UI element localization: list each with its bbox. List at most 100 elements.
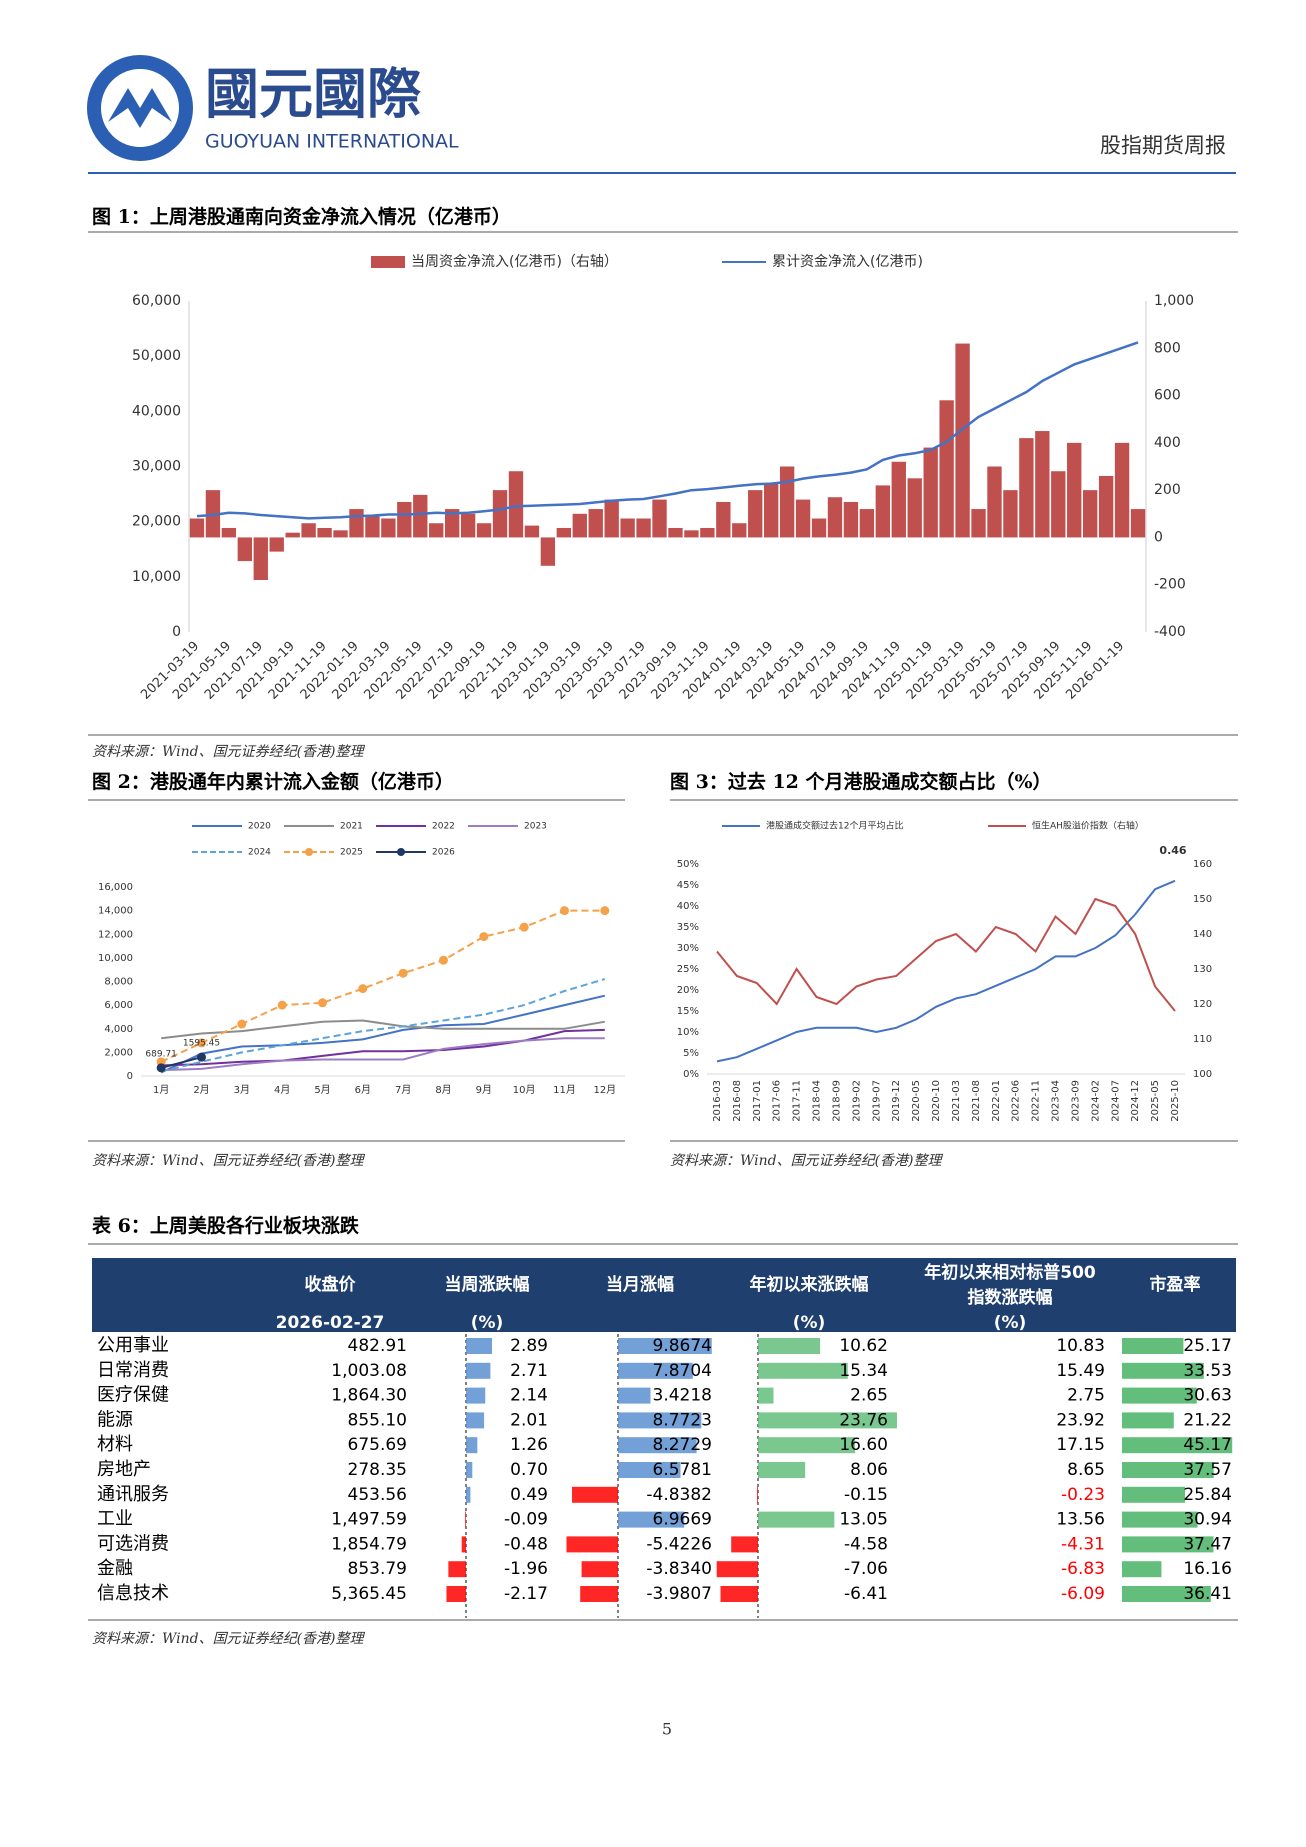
- data-bar: [618, 1462, 681, 1478]
- y2-tick-label: 160: [1193, 859, 1212, 870]
- y2-tick-label: 130: [1193, 964, 1212, 975]
- y-tick-label: 60,000: [132, 293, 181, 309]
- x-tick-label: 8月: [435, 1084, 451, 1096]
- legend-marker: [305, 848, 313, 856]
- table-cell: -0.23: [1061, 1485, 1105, 1505]
- legend-label: 当周资金净流入(亿港币)（右轴）: [411, 254, 618, 270]
- table-header: (%): [994, 1313, 1027, 1333]
- bar: [827, 497, 843, 538]
- x-tick-label: 11月: [553, 1084, 576, 1096]
- y2-tick-label: 0: [1154, 529, 1163, 545]
- marker: [600, 906, 610, 916]
- bar: [684, 530, 699, 538]
- bar: [779, 466, 795, 538]
- marker: [277, 1000, 287, 1010]
- table-cell: -1.96: [504, 1559, 548, 1579]
- data-bar: [731, 1536, 758, 1553]
- legend-label: 港股通成交额过去12个月平均占比: [766, 820, 903, 832]
- y2-tick-label: 800: [1154, 340, 1181, 356]
- table-cell: 45.17: [1183, 1435, 1232, 1455]
- table-cell: 23.92: [1056, 1410, 1105, 1430]
- x-tick-label: 2017-06: [772, 1080, 783, 1122]
- bar: [1051, 471, 1066, 538]
- data-bar: [466, 1412, 485, 1429]
- bar: [301, 523, 316, 538]
- x-tick-label: 2020-05: [911, 1080, 922, 1122]
- table-cell: 9.8674: [653, 1336, 712, 1356]
- table-cell: 37.47: [1183, 1534, 1232, 1554]
- table-cell: -2.17: [504, 1584, 548, 1604]
- x-tick-label: 1月: [153, 1084, 169, 1096]
- chart-title: 图 2：港股通年内累计流入金额（亿港币）: [92, 770, 454, 793]
- table-cell: 21.22: [1183, 1410, 1232, 1430]
- report-name: 股指期货周报: [1100, 134, 1226, 158]
- data-bar: [466, 1462, 473, 1478]
- line: [161, 1019, 605, 1040]
- data-bar: [618, 1362, 693, 1379]
- table-cell: 0.49: [510, 1485, 548, 1505]
- x-tick-label: 12月: [593, 1084, 616, 1096]
- sector-name: 通讯服务: [97, 1484, 169, 1505]
- data-bar: [1122, 1437, 1233, 1454]
- table-cell: 33.53: [1183, 1361, 1232, 1381]
- annotation: 0.46: [1159, 844, 1186, 857]
- data-bar: [580, 1586, 618, 1602]
- data-bar: [1122, 1412, 1174, 1429]
- x-tick-label: 2022-01: [991, 1080, 1002, 1122]
- page-number: 5: [662, 1720, 672, 1739]
- bar: [253, 537, 268, 580]
- bar: [859, 509, 875, 538]
- y-tick-label: 8,000: [104, 977, 133, 988]
- table-header: (%): [471, 1313, 504, 1333]
- table-header-band: [92, 1258, 1236, 1332]
- data-bar: [581, 1561, 618, 1578]
- data-bar: [461, 1536, 466, 1553]
- bar: [1114, 442, 1130, 538]
- y-tick-label: 12,000: [98, 929, 133, 940]
- y2-tick-label: 1,000: [1154, 293, 1194, 309]
- y-tick-label: 40%: [677, 901, 699, 912]
- bar: [971, 509, 986, 538]
- table-cell: -6.09: [1061, 1584, 1105, 1604]
- x-tick-label: 2017-11: [792, 1080, 803, 1122]
- x-tick-label: 2018-09: [831, 1080, 842, 1122]
- y2-tick-label: 110: [1193, 1034, 1212, 1045]
- data-bar: [1122, 1387, 1197, 1404]
- table-cell: -0.09: [504, 1510, 548, 1530]
- bar: [668, 527, 683, 538]
- table-cell: -6.83: [1061, 1559, 1105, 1579]
- data-bar: [758, 1462, 806, 1478]
- y-tick-label: 0: [127, 1071, 133, 1082]
- table-cell: 15.49: [1056, 1361, 1105, 1381]
- legend-label: 2022: [432, 822, 455, 832]
- data-bar: [465, 1511, 466, 1528]
- table-cell: -7.06: [844, 1559, 888, 1579]
- legend-label: 2025: [340, 848, 363, 858]
- table-cell: 2.01: [510, 1410, 548, 1430]
- y2-tick-label: 140: [1193, 929, 1212, 940]
- data-bar: [1122, 1362, 1204, 1379]
- data-bar: [566, 1536, 618, 1553]
- table-cell: -4.8382: [646, 1485, 712, 1505]
- y-tick-label: 0%: [683, 1069, 699, 1080]
- data-bar: [618, 1338, 712, 1354]
- marker: [439, 955, 448, 965]
- sector-name: 能源: [97, 1409, 133, 1430]
- legend-label: 2026: [432, 848, 455, 858]
- y2-tick-label: -200: [1154, 577, 1186, 593]
- y-tick-label: 6,000: [104, 1000, 133, 1011]
- line: [160, 1056, 202, 1069]
- table-cell: -4.58: [844, 1534, 888, 1554]
- y-tick-label: 0: [172, 624, 181, 640]
- bar: [1035, 431, 1050, 538]
- y2-tick-label: 600: [1154, 388, 1181, 404]
- x-tick-label: 2022-11: [1031, 1080, 1042, 1122]
- bar: [333, 530, 348, 538]
- x-tick-label: 2023-09: [1070, 1080, 1081, 1122]
- data-bar: [758, 1362, 848, 1379]
- bar: [620, 518, 635, 538]
- x-tick-label: 2021-03: [951, 1080, 962, 1122]
- x-tick-label: 3月: [234, 1084, 250, 1096]
- y-tick-label: 50,000: [132, 348, 181, 364]
